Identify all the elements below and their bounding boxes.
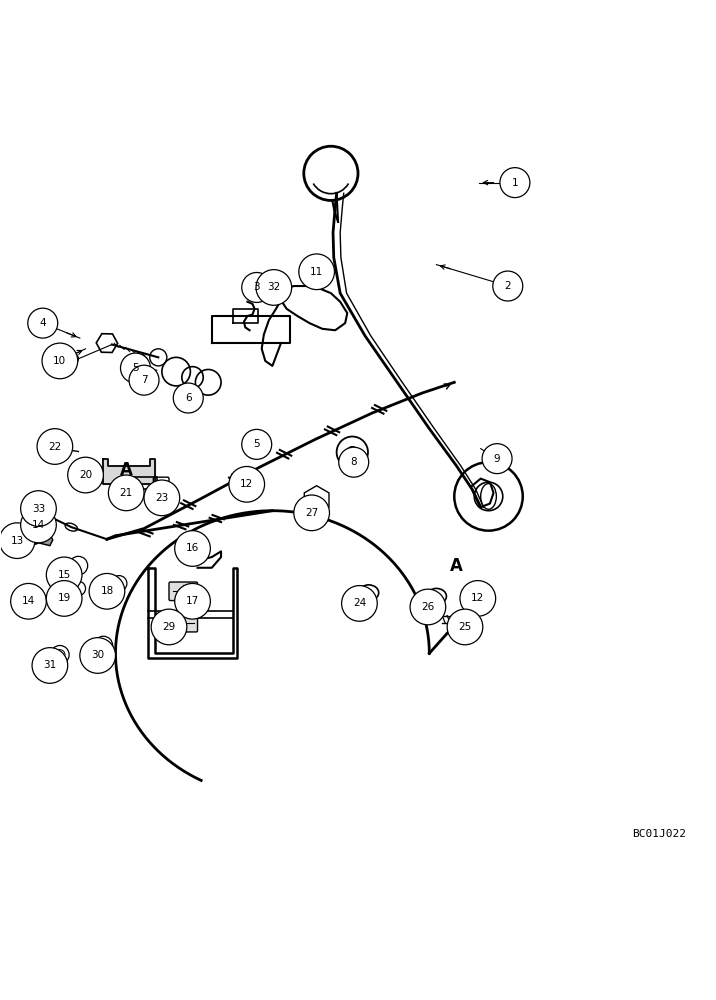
Text: 12: 12	[240, 479, 253, 489]
Circle shape	[175, 531, 211, 566]
Text: 9: 9	[494, 454, 500, 464]
Text: 27: 27	[305, 508, 319, 518]
Text: 14: 14	[32, 520, 45, 530]
Circle shape	[299, 254, 334, 290]
Text: 13: 13	[11, 536, 24, 546]
Text: 30: 30	[91, 650, 105, 660]
FancyBboxPatch shape	[169, 613, 198, 632]
Text: 5: 5	[253, 439, 260, 449]
Circle shape	[144, 480, 180, 516]
Text: 24: 24	[353, 598, 366, 608]
Circle shape	[21, 491, 57, 526]
Circle shape	[460, 581, 495, 616]
Circle shape	[11, 583, 47, 619]
Circle shape	[129, 365, 159, 395]
Circle shape	[500, 168, 530, 198]
Text: 1: 1	[512, 178, 518, 188]
FancyBboxPatch shape	[169, 582, 198, 601]
Circle shape	[342, 586, 377, 621]
Text: 11: 11	[310, 267, 323, 277]
Text: 29: 29	[163, 622, 175, 632]
Text: 17: 17	[186, 596, 199, 606]
Circle shape	[37, 429, 73, 464]
Text: 18: 18	[100, 586, 114, 596]
Text: 23: 23	[155, 493, 168, 503]
Text: 20: 20	[79, 470, 92, 480]
Circle shape	[0, 523, 35, 558]
FancyBboxPatch shape	[57, 447, 67, 454]
Text: 3: 3	[253, 282, 260, 292]
Circle shape	[410, 589, 446, 625]
Text: 26: 26	[421, 602, 435, 612]
Circle shape	[151, 609, 187, 645]
Circle shape	[256, 270, 291, 305]
Text: 5: 5	[132, 363, 139, 373]
Circle shape	[493, 271, 523, 301]
Text: 7: 7	[141, 375, 147, 385]
Text: 2: 2	[505, 281, 511, 291]
Circle shape	[339, 447, 369, 477]
Text: 15: 15	[57, 570, 71, 580]
Circle shape	[294, 495, 329, 531]
Text: 10: 10	[53, 356, 67, 366]
Text: A: A	[120, 461, 132, 479]
Polygon shape	[103, 459, 155, 484]
Text: 21: 21	[120, 488, 133, 498]
Text: 31: 31	[43, 660, 57, 670]
Circle shape	[120, 353, 150, 383]
Circle shape	[80, 638, 115, 673]
Text: 6: 6	[185, 393, 192, 403]
Text: 14: 14	[22, 596, 35, 606]
Text: 22: 22	[48, 442, 62, 452]
Text: 8: 8	[350, 457, 357, 467]
Circle shape	[42, 343, 78, 379]
Circle shape	[47, 557, 82, 593]
Circle shape	[21, 507, 57, 543]
Text: 16: 16	[186, 543, 199, 553]
Text: 32: 32	[267, 282, 281, 292]
Text: 33: 33	[32, 504, 45, 514]
Polygon shape	[36, 534, 53, 546]
Circle shape	[28, 308, 58, 338]
Text: 25: 25	[458, 622, 472, 632]
Text: BC01J022: BC01J022	[632, 829, 686, 839]
Circle shape	[32, 648, 68, 683]
Circle shape	[68, 457, 103, 493]
Circle shape	[482, 444, 512, 474]
Text: A: A	[450, 557, 463, 575]
Circle shape	[108, 475, 144, 511]
Circle shape	[242, 272, 271, 302]
Circle shape	[175, 583, 211, 619]
Circle shape	[229, 466, 265, 502]
Circle shape	[47, 581, 82, 616]
Circle shape	[448, 609, 483, 645]
Text: 19: 19	[57, 593, 71, 603]
Circle shape	[89, 573, 125, 609]
Text: 4: 4	[39, 318, 46, 328]
Circle shape	[173, 383, 203, 413]
Circle shape	[242, 429, 271, 459]
Text: 12: 12	[471, 593, 485, 603]
